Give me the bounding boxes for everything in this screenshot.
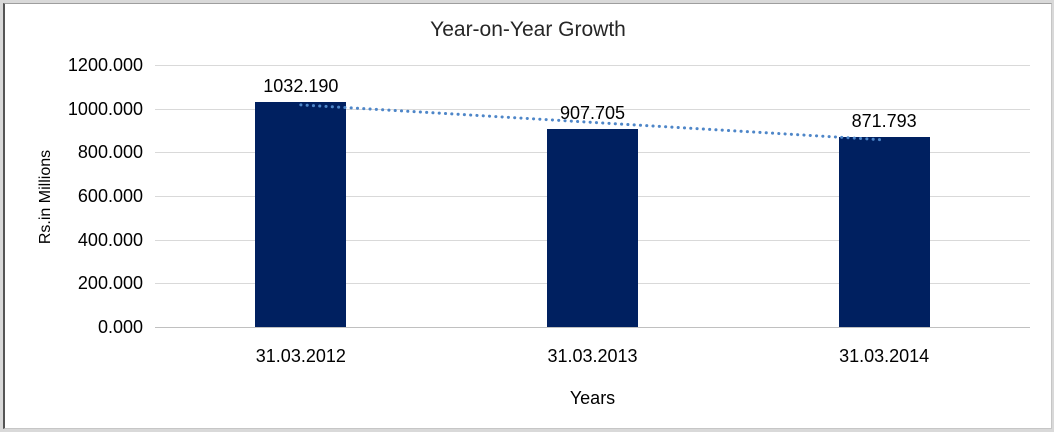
y-tick-label: 600.000 xyxy=(77,186,143,206)
y-tick-label: 1200.000 xyxy=(67,55,143,75)
x-tick-label: 31.03.2012 xyxy=(255,346,346,366)
gridline xyxy=(155,65,1030,66)
y-tick-label: 0.000 xyxy=(97,317,143,337)
chart-frame: Year-on-Year Growth Rs.in Millions 0.000… xyxy=(3,3,1052,429)
x-axis-line xyxy=(155,327,1030,328)
x-tick-label: 31.03.2013 xyxy=(547,346,638,366)
bar-value-label: 871.793 xyxy=(851,110,917,131)
y-tick-label: 400.000 xyxy=(77,229,143,250)
x-tick-label: 31.03.2014 xyxy=(839,346,930,366)
plot-area xyxy=(155,65,1030,328)
bar xyxy=(547,128,638,327)
bar-value-label: 1032.190 xyxy=(263,75,339,96)
gridline xyxy=(155,108,1030,110)
bar xyxy=(255,101,347,327)
x-axis-title: Years xyxy=(569,388,616,408)
chart-title: Year-on-Year Growth xyxy=(430,18,626,41)
y-tick-label: 200.000 xyxy=(77,273,143,294)
y-tick-label: 1000.000 xyxy=(67,98,143,119)
y-tick-label: 800.000 xyxy=(77,142,143,163)
bar xyxy=(838,136,930,327)
bar-value-label: 907.705 xyxy=(559,102,626,123)
